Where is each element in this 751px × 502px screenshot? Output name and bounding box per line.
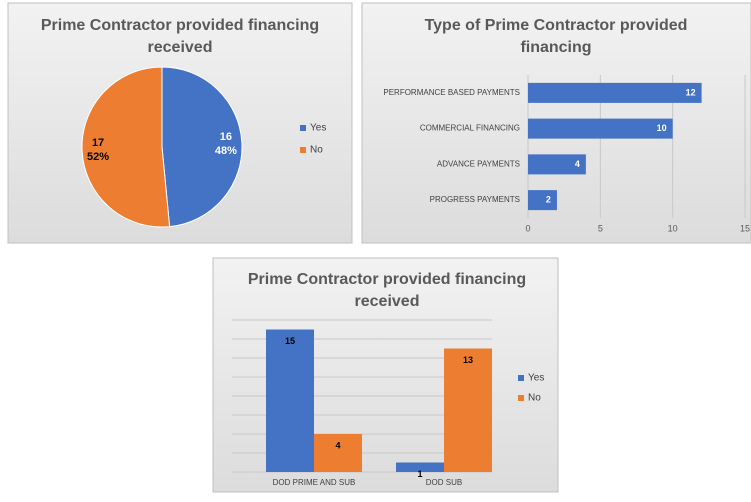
data-label: 52% [87, 151, 109, 163]
y-tick-label: ADVANCE PAYMENTS [437, 159, 520, 168]
pie-slice [81, 66, 171, 228]
y-tick-label: PERFORMANCE BASED PAYMENTS [383, 88, 520, 97]
data-label: 12 [686, 87, 696, 97]
data-label: 17 [92, 137, 104, 149]
legend-label: Yes [310, 123, 326, 134]
data-label: 15 [285, 336, 295, 346]
data-label: 16 [220, 131, 232, 143]
x-tick-label: 15 [740, 223, 750, 233]
chart-title: Prime Contractor provided financing recei… [248, 271, 526, 310]
bar [528, 82, 702, 103]
data-label: 1 [417, 469, 422, 479]
bar [528, 190, 557, 211]
chart-title: Prime Contractor provided financing recei… [41, 17, 319, 56]
y-tick-label: COMMERCIAL FINANCING [420, 124, 520, 133]
pie-slice [161, 66, 243, 228]
x-tick-label: 5 [598, 223, 603, 233]
bar [528, 154, 586, 175]
bar [528, 118, 673, 139]
data-label: 13 [463, 355, 473, 365]
data-label: 4 [335, 440, 340, 450]
data-label: 4 [575, 159, 580, 169]
y-tick-label: PROGRESS PAYMENTS [430, 195, 520, 204]
chart-title: Type of Prime Contractor provided financi… [425, 17, 688, 56]
legend-swatch [518, 375, 524, 381]
bar [444, 348, 492, 472]
legend-swatch [300, 147, 306, 153]
data-label: 48% [215, 145, 237, 157]
x-tick-label: DOD SUB [426, 478, 462, 487]
data-label: 10 [657, 123, 667, 133]
x-tick-label: 0 [525, 223, 530, 233]
legend-swatch [300, 125, 306, 131]
x-tick-label: DOD PRIME AND SUB [273, 478, 356, 487]
data-label: 2 [546, 195, 551, 205]
x-tick-label: 10 [668, 223, 678, 233]
legend-swatch [518, 395, 524, 401]
legend-label: Yes [528, 373, 544, 384]
bar [396, 462, 444, 472]
bar [314, 434, 362, 472]
legend-label: No [310, 145, 323, 156]
bar [266, 329, 314, 472]
legend-label: No [528, 393, 541, 404]
